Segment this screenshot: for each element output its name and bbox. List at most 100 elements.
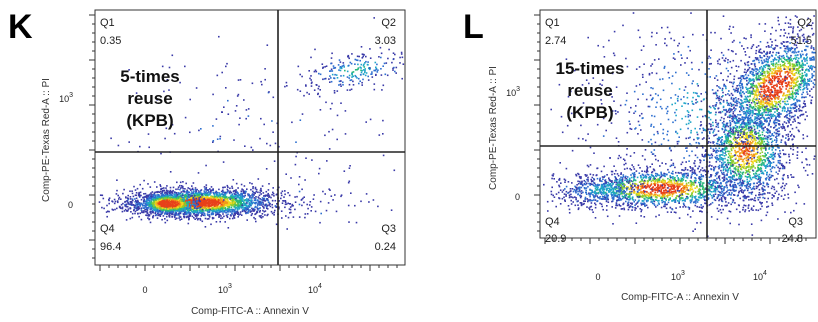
event-dot [225,204,228,206]
event-dot [318,172,320,175]
event-dot [146,214,148,217]
event-dot [196,210,199,213]
event-dot [584,181,587,183]
event-dot [711,185,714,187]
panel-k-xtick-10000: 104 [308,283,322,295]
event-dot [577,180,579,183]
event-dot [136,203,139,206]
event-dot [191,193,193,195]
event-dot [224,210,226,212]
event-dot [650,191,652,194]
event-dot [698,188,701,190]
event-dot [238,207,240,209]
event-dot [663,203,666,206]
event-dot [164,212,166,214]
event-dot [352,71,355,73]
event-dot [213,205,216,207]
event-dot [221,193,224,195]
event-dot [355,75,357,78]
event-dot [735,179,737,181]
event-dot [565,167,568,170]
event-dot [257,200,260,203]
event-dot [648,193,651,195]
event-dot [182,181,184,183]
event-dot [158,191,161,193]
event-dot [365,193,368,195]
event-dot [284,201,287,204]
event-dot [218,194,220,196]
event-dot [347,181,350,184]
event-dot [650,180,653,182]
event-dot [367,75,369,78]
event-dot [186,193,188,195]
event-dot [244,208,247,210]
event-dot [221,196,223,198]
event-dot [666,211,669,213]
event-dot [295,141,297,143]
event-dot [667,168,669,171]
event-dot [283,200,285,202]
event-dot [621,197,624,200]
event-dot [154,211,157,213]
event-dot [311,159,313,161]
event-dot [243,196,245,198]
event-dot [653,180,655,182]
event-dot [175,200,178,202]
event-dot [294,163,297,166]
event-dot [605,185,607,187]
event-dot [334,66,337,69]
event-dot [204,205,206,207]
event-dot [216,211,219,214]
event-dot [183,213,185,215]
event-dot [203,201,205,203]
event-dot [643,182,646,184]
event-dot [194,187,197,189]
event-dot [172,210,174,213]
event-dot [114,200,117,203]
event-dot [209,205,212,207]
event-dot [342,84,344,86]
event-dot [357,63,359,66]
event-dot [205,200,207,203]
event-dot [214,210,217,213]
event-dot [247,198,250,200]
event-dot [111,208,114,211]
event-dot [162,215,165,217]
event-dot [758,194,760,196]
event-dot [280,194,283,197]
event-dot [662,181,664,183]
event-dot [644,180,647,182]
event-dot [192,195,194,197]
panel-k-q4-label: Q4 [100,223,115,235]
event-dot [231,197,234,199]
event-dot [176,206,179,209]
event-dot [632,176,635,178]
event-dot [377,205,379,208]
event-dot [356,59,359,62]
event-dot [199,194,201,196]
event-dot [193,190,195,193]
event-dot [176,203,178,205]
event-dot [630,169,633,171]
event-dot [635,186,638,189]
event-dot [340,194,343,196]
event-dot [180,204,183,207]
event-dot [196,196,199,199]
event-dot [219,138,221,140]
event-dot [685,185,687,187]
event-dot [147,213,150,216]
event-dot [646,173,649,176]
event-dot [234,213,236,216]
event-dot [257,191,259,194]
event-dot [333,92,336,94]
event-dot [245,109,248,111]
event-dot [590,205,593,208]
event-dot [165,212,168,214]
event-dot [184,213,187,216]
event-dot [179,181,182,184]
event-dot [215,209,217,211]
event-dot [193,203,195,206]
event-dot [285,203,288,205]
event-dot [210,200,213,202]
event-dot [688,208,691,210]
